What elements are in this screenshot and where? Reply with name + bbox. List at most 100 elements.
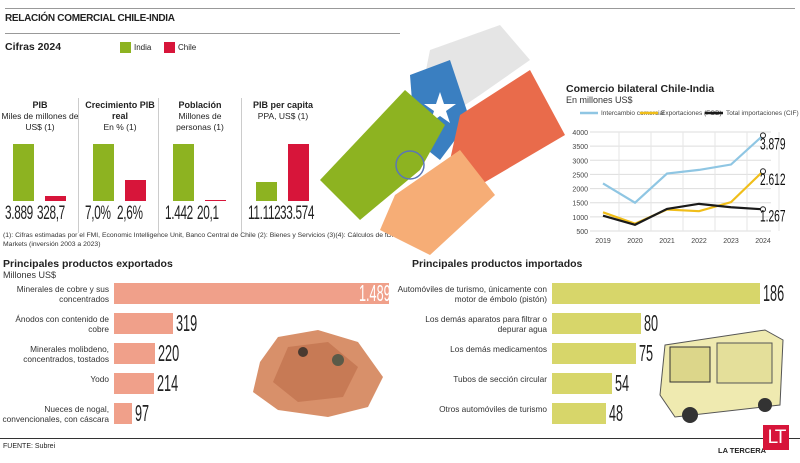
y-tick-label: 1000 xyxy=(572,215,588,222)
line-chart: 500 1000 1500 2000 2500 3000 3500 4000 2019 2020 2… xyxy=(572,110,799,245)
y-tick-label: 500 xyxy=(576,229,588,236)
end-point xyxy=(760,132,766,139)
category-label: Nueces de nogal, convencionales, con cás… xyxy=(2,404,109,424)
legend-label: Exportaciones (FOB) xyxy=(661,110,722,117)
brand-name: LA TERCERA xyxy=(718,446,767,455)
india-bar xyxy=(93,144,114,201)
bar-value: 97 xyxy=(134,400,149,426)
bar-value: 186 xyxy=(763,280,785,306)
indicator-header: PIB per capita PPA, US$ (1) xyxy=(243,100,323,122)
india-swatch xyxy=(120,42,131,53)
product-bar xyxy=(552,403,606,424)
chile-value: 328,7 xyxy=(37,203,65,224)
line-chart-subtitle: En millones US$ xyxy=(566,95,633,105)
indicator-subtitle: PPA, US$ (1) xyxy=(257,111,309,121)
indicator-title: Crecimiento PIB real xyxy=(85,100,155,121)
indicator-subtitle: Millones de personas (1) xyxy=(176,111,224,132)
indicator-title: PIB xyxy=(32,100,48,110)
legend-chile: Chile xyxy=(164,42,196,53)
category-label: Minerales de cobre y sus concentrados xyxy=(16,284,109,304)
product-bar xyxy=(552,343,636,364)
indicator-header: Población Millones de personas (1) xyxy=(160,100,240,133)
copper-ore-image xyxy=(253,330,383,417)
category-label: Ánodos con contenido de cobre xyxy=(15,314,109,334)
end-value-label: 2.612 xyxy=(760,169,786,188)
imports-title: Principales productos importados xyxy=(412,258,583,270)
star-icon xyxy=(424,92,456,123)
category-label: Los demás aparatos para filtrar o depura… xyxy=(425,314,547,334)
india-saffron-piece xyxy=(380,150,495,255)
category-label: Los demás medicamentos xyxy=(450,344,547,354)
y-tick-label: 2500 xyxy=(572,172,588,179)
bar-value: 80 xyxy=(644,310,659,336)
chile-bar xyxy=(125,179,146,201)
product-bar xyxy=(114,283,389,304)
brand-logo: LT xyxy=(763,425,789,450)
chile-value: 33.574 xyxy=(280,203,315,224)
x-tick-label: 2024 xyxy=(755,238,771,245)
category-label: Automóviles de turismo, únicamente con m… xyxy=(397,284,547,304)
product-bar xyxy=(114,403,132,424)
product-bar xyxy=(114,373,154,394)
legend-label: Total importaciones (CIF) xyxy=(726,110,799,117)
product-bar xyxy=(114,343,155,364)
bar-value: 1.489 xyxy=(359,280,391,306)
end-point xyxy=(760,206,766,213)
bar-value: 319 xyxy=(175,310,198,336)
legend-india-label: India xyxy=(134,43,152,52)
category-label: Yodo xyxy=(90,374,109,384)
india-value: 11.112 xyxy=(248,203,281,224)
ashoka-chakra-icon xyxy=(395,150,425,180)
product-bar xyxy=(552,313,642,334)
bar-value: 220 xyxy=(157,340,179,366)
india-green-piece xyxy=(320,90,445,220)
india-value: 3.889 xyxy=(5,203,33,224)
indicator-header: Crecimiento PIB real En % (1) xyxy=(85,100,155,133)
indicator-subtitle: En % (1) xyxy=(103,122,137,132)
bar-value: 54 xyxy=(615,370,630,396)
exports-subtitle: Millones US$ xyxy=(3,270,57,280)
chile-bar xyxy=(45,196,66,201)
source: FUENTE: Subrei xyxy=(3,443,56,450)
bar-value: 214 xyxy=(156,370,178,396)
chile-swatch xyxy=(164,42,175,53)
title-rule xyxy=(5,33,400,34)
indicator-divider xyxy=(241,98,242,233)
bar-value: 48 xyxy=(608,400,623,426)
y-tick-label: 3500 xyxy=(572,144,588,151)
product-bar xyxy=(552,373,613,394)
x-tick-label: 2023 xyxy=(723,238,739,245)
series-line xyxy=(602,134,764,205)
end-point xyxy=(760,168,766,175)
page-title: RELACIÓN COMERCIAL CHILE-INDIA xyxy=(5,13,175,24)
puzzle-illustration xyxy=(320,25,565,255)
category-label: Minerales molibdeno, concentrados, tosta… xyxy=(23,344,109,364)
category-label: Tubos de sección circular xyxy=(453,374,547,384)
indicator-divider xyxy=(78,98,79,233)
legend-label: Intercambio comercial xyxy=(601,110,665,117)
top-rule xyxy=(5,8,795,9)
line-chart-title: Comercio bilateral Chile-India xyxy=(566,83,715,95)
legend-chile-label: Chile xyxy=(178,43,197,52)
y-tick-label: 4000 xyxy=(572,130,588,137)
legend-india: India xyxy=(120,42,151,53)
x-tick-label: 2022 xyxy=(691,238,707,245)
india-bar xyxy=(256,182,277,201)
chile-value: 20,1 xyxy=(197,203,219,224)
exports-title: Principales productos exportados xyxy=(3,258,173,270)
indicator-title: Población xyxy=(178,100,222,110)
chile-bar xyxy=(205,199,226,201)
y-tick-label: 2000 xyxy=(572,187,588,194)
chile-bar xyxy=(288,144,309,201)
product-bar xyxy=(552,283,760,304)
indicator-header: PIB Miles de millones de US$ (1) xyxy=(0,100,80,133)
flag-red-piece xyxy=(450,70,565,185)
category-label: Otros automóviles de turismo xyxy=(439,404,547,414)
y-tick-label: 3000 xyxy=(572,158,588,165)
end-value-label: 1.267 xyxy=(760,206,786,225)
y-tick-label: 1500 xyxy=(572,201,588,208)
indicator-subtitle: Miles de millones de US$ (1) xyxy=(1,111,79,132)
x-tick-label: 2020 xyxy=(627,238,643,245)
x-tick-label: 2019 xyxy=(595,238,611,245)
india-value: 7,0% xyxy=(85,203,111,224)
